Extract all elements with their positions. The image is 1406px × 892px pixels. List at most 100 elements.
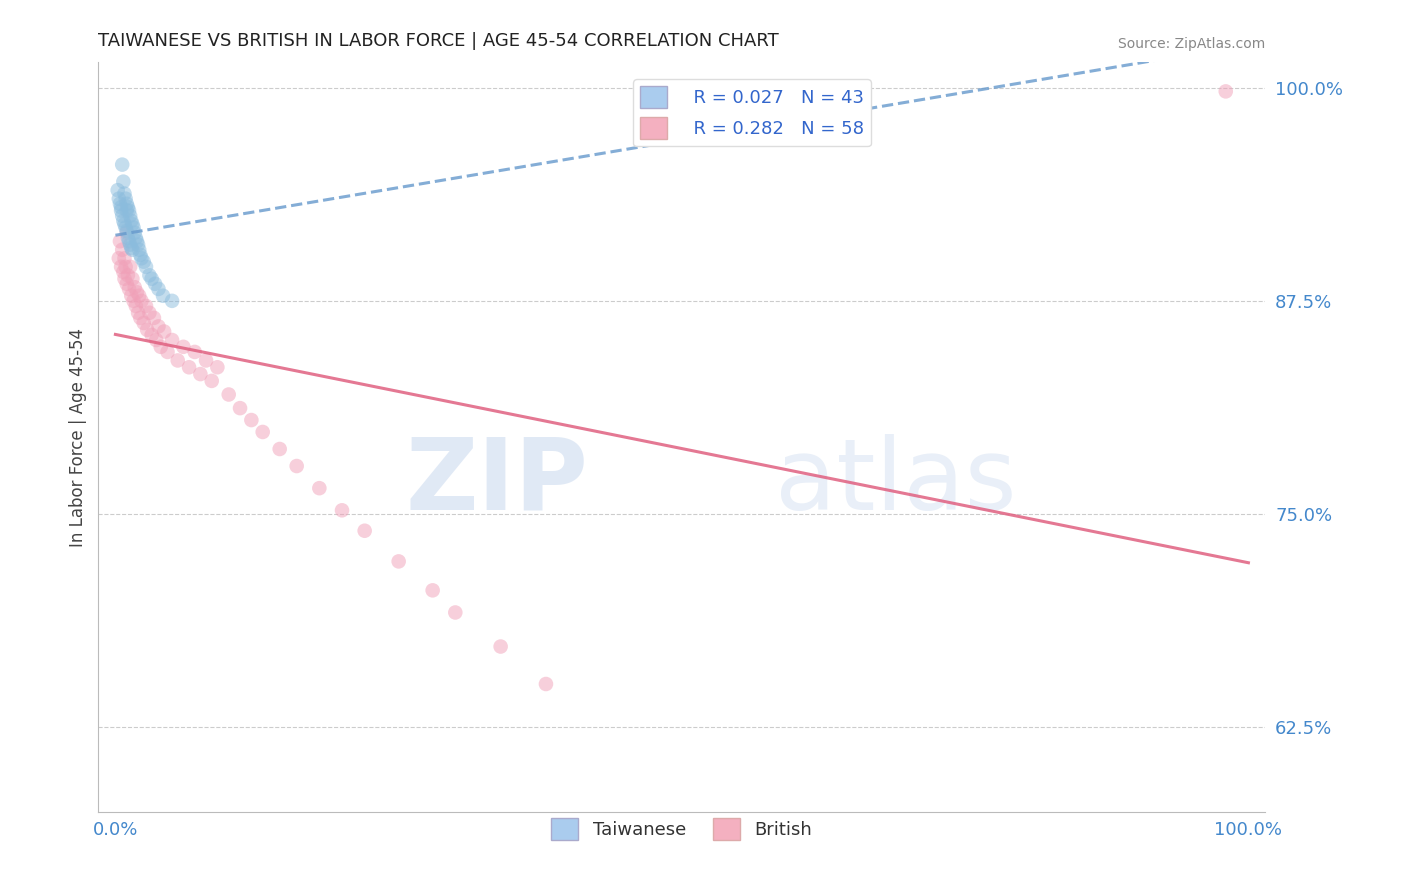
Point bbox=[148, 282, 170, 296]
Point bbox=[114, 220, 136, 235]
Point bbox=[118, 203, 141, 218]
Point bbox=[229, 401, 252, 416]
Point bbox=[172, 340, 194, 354]
Point bbox=[195, 353, 218, 368]
Point bbox=[128, 289, 150, 303]
Point bbox=[115, 224, 138, 238]
Point bbox=[218, 387, 240, 401]
Point bbox=[117, 200, 139, 214]
Point bbox=[112, 214, 135, 228]
Point bbox=[115, 226, 138, 240]
Point bbox=[125, 234, 148, 248]
Point bbox=[149, 340, 172, 354]
Point bbox=[142, 310, 165, 325]
Point bbox=[125, 285, 148, 300]
Point bbox=[145, 333, 167, 347]
Point bbox=[201, 374, 224, 388]
Point bbox=[534, 677, 557, 691]
Point bbox=[117, 268, 139, 283]
Point bbox=[141, 271, 163, 285]
Point bbox=[285, 458, 308, 473]
Point bbox=[177, 360, 200, 375]
Point bbox=[128, 243, 150, 257]
Point bbox=[240, 413, 263, 427]
Point bbox=[108, 252, 131, 266]
Point bbox=[135, 260, 157, 274]
Point bbox=[108, 196, 131, 211]
Point bbox=[122, 293, 145, 308]
Point bbox=[153, 325, 176, 339]
Legend: Taiwanese, British: Taiwanese, British bbox=[544, 811, 820, 847]
Point bbox=[120, 289, 142, 303]
Point bbox=[110, 260, 132, 274]
Point bbox=[127, 306, 149, 320]
Point bbox=[444, 606, 467, 620]
Point bbox=[115, 203, 138, 218]
Point bbox=[132, 316, 155, 330]
Point bbox=[111, 158, 134, 172]
Point bbox=[269, 442, 291, 456]
Point bbox=[110, 203, 132, 218]
Point bbox=[115, 277, 138, 291]
Point bbox=[120, 209, 142, 223]
Y-axis label: In Labor Force | Age 45-54: In Labor Force | Age 45-54 bbox=[69, 327, 87, 547]
Point bbox=[132, 254, 155, 268]
Point bbox=[207, 360, 229, 375]
Point bbox=[117, 231, 139, 245]
Point bbox=[166, 353, 188, 368]
Point bbox=[112, 175, 135, 189]
Point bbox=[114, 217, 136, 231]
Point bbox=[108, 192, 131, 206]
Point bbox=[120, 214, 142, 228]
Point bbox=[141, 327, 163, 342]
Point bbox=[252, 425, 274, 439]
Point bbox=[129, 310, 152, 325]
Point bbox=[129, 248, 152, 262]
Point bbox=[125, 231, 148, 245]
Point bbox=[489, 640, 512, 654]
Point bbox=[124, 226, 146, 240]
Point bbox=[112, 265, 135, 279]
Point bbox=[143, 277, 166, 291]
Point bbox=[125, 299, 148, 313]
Point bbox=[388, 554, 411, 568]
Point bbox=[138, 268, 160, 283]
Point bbox=[114, 260, 136, 274]
Point bbox=[124, 280, 146, 294]
Point bbox=[118, 234, 141, 248]
Point bbox=[183, 345, 205, 359]
Point bbox=[114, 252, 136, 266]
Point bbox=[111, 209, 134, 223]
Point bbox=[114, 192, 136, 206]
Text: atlas: atlas bbox=[775, 434, 1017, 531]
Point bbox=[330, 503, 353, 517]
Point bbox=[110, 200, 132, 214]
Point bbox=[111, 243, 134, 257]
Point bbox=[152, 289, 174, 303]
Point bbox=[156, 345, 179, 359]
Point bbox=[121, 271, 143, 285]
Point bbox=[118, 282, 141, 296]
Text: TAIWANESE VS BRITISH IN LABOR FORCE | AGE 45-54 CORRELATION CHART: TAIWANESE VS BRITISH IN LABOR FORCE | AG… bbox=[98, 32, 779, 50]
Point bbox=[120, 237, 142, 252]
Point bbox=[160, 333, 183, 347]
Point bbox=[353, 524, 375, 538]
Text: Source: ZipAtlas.com: Source: ZipAtlas.com bbox=[1118, 37, 1265, 51]
Point bbox=[136, 323, 159, 337]
Point bbox=[121, 217, 143, 231]
Point bbox=[120, 241, 142, 255]
Point bbox=[121, 243, 143, 257]
Point bbox=[648, 106, 671, 120]
Point bbox=[190, 367, 212, 381]
Point bbox=[131, 252, 153, 266]
Point bbox=[131, 293, 153, 308]
Point bbox=[107, 183, 129, 197]
Point bbox=[108, 234, 131, 248]
Point bbox=[160, 293, 183, 308]
Point bbox=[1215, 84, 1237, 98]
Point bbox=[127, 237, 149, 252]
Point bbox=[122, 220, 145, 235]
Point bbox=[138, 306, 160, 320]
Point bbox=[148, 319, 170, 334]
Point bbox=[308, 481, 330, 495]
